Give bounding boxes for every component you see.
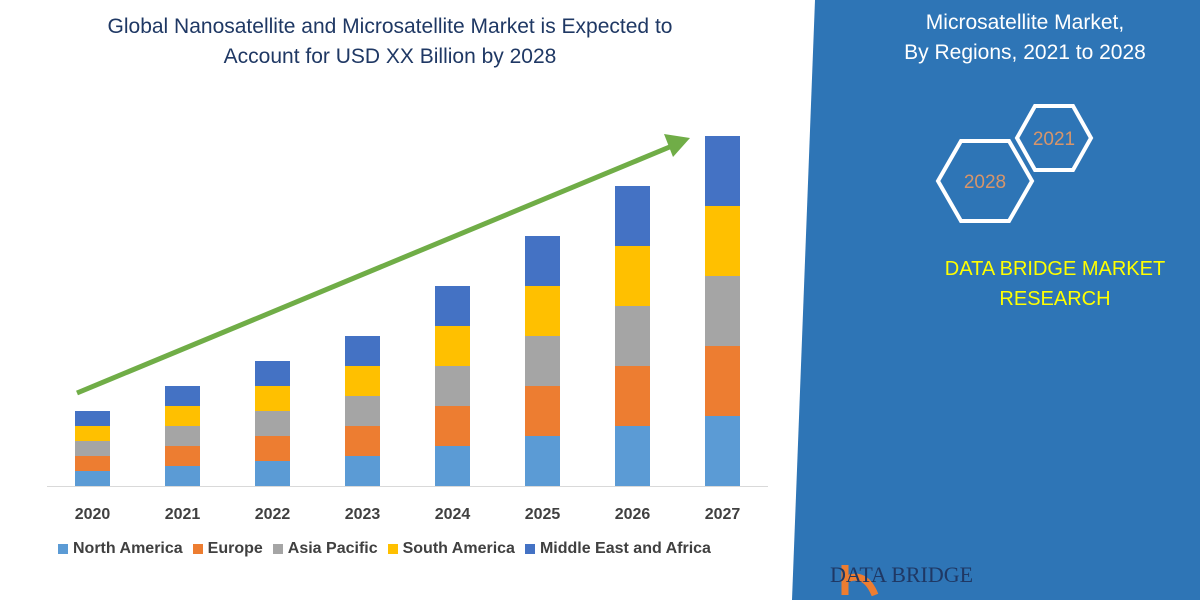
- legend-label: North America: [73, 540, 183, 557]
- bar-segment-2026-3: [615, 246, 650, 306]
- bar-segment-2026-1: [615, 366, 650, 426]
- legend-swatch: [387, 544, 398, 554]
- x-tick-label: 2023: [345, 506, 381, 523]
- bar-segment-2020-2: [75, 441, 110, 456]
- bar-segment-2022-0: [255, 461, 290, 486]
- legend-item: Europe: [192, 540, 263, 558]
- legend-label: Middle East and Africa: [539, 540, 711, 557]
- x-tick-label: 2021: [165, 506, 201, 523]
- stacked-bar-chart: 2020 2021 2022 2023 2024 2025 2026 2027: [47, 134, 768, 523]
- bar-segment-2024-1: [435, 406, 470, 446]
- bar-segment-2021-1: [165, 446, 200, 466]
- bar-segment-2021-0: [165, 466, 200, 486]
- legend-swatch: [192, 544, 203, 554]
- bar-segment-2026-2: [615, 306, 650, 366]
- chart-title: Global Nanosatellite and Microsatellite …: [40, 12, 740, 72]
- hex-label-2028: 2028: [964, 172, 1006, 193]
- panel-title: Microsatellite Market, By Regions, 2021 …: [850, 8, 1200, 68]
- bar-segment-2024-0: [435, 446, 470, 486]
- bar-segment-2022-3: [255, 386, 290, 411]
- bar-segment-2020-3: [75, 426, 110, 441]
- x-tick-label: 2024: [435, 506, 471, 523]
- bar-segment-2025-0: [525, 436, 560, 486]
- logo-icon: [841, 565, 879, 597]
- brand-line-2: RESEARCH: [999, 288, 1111, 310]
- legend-item: South America: [387, 540, 515, 558]
- hexagon-2028: 2028: [935, 139, 1035, 223]
- brand-text: DATA BRIDGE MARKET RESEARCH: [905, 254, 1200, 314]
- legend-label: Asia Pacific: [287, 540, 378, 557]
- bar-segment-2020-1: [75, 456, 110, 471]
- bar-segment-2027-4: [705, 136, 740, 206]
- hex-label-2021: 2021: [1033, 129, 1075, 150]
- bar-segment-2021-2: [165, 426, 200, 446]
- legend-item: Asia Pacific: [272, 540, 378, 558]
- legend-swatch: [272, 544, 283, 554]
- bar-segment-2023-0: [345, 456, 380, 486]
- bar-segment-2025-4: [525, 236, 560, 286]
- bar-segment-2021-4: [165, 386, 200, 406]
- legend-item: Middle East and Africa: [524, 540, 711, 558]
- brand-line-1: DATA BRIDGE MARKET: [944, 258, 1166, 280]
- legend-label: South America: [402, 540, 515, 557]
- title-line-2: Account for USD XX Billion by 2028: [223, 45, 557, 68]
- bar-segment-2027-3: [705, 206, 740, 276]
- hexagon-2021: 2021: [1014, 104, 1094, 172]
- title-line-1: Global Nanosatellite and Microsatellite …: [107, 15, 673, 38]
- panel-title-line-2: By Regions, 2021 to 2028: [904, 41, 1146, 64]
- logo-text: DATA BRIDGE: [830, 562, 974, 587]
- x-tick-label: 2026: [615, 506, 651, 523]
- bar-segment-2024-4: [435, 286, 470, 326]
- bar-segment-2023-1: [345, 426, 380, 456]
- bar-segment-2025-2: [525, 336, 560, 386]
- x-tick-label: 2025: [525, 506, 561, 523]
- bar-segment-2027-1: [705, 346, 740, 416]
- bar-segment-2024-2: [435, 366, 470, 406]
- legend-swatch: [58, 544, 68, 554]
- bar-segment-2024-3: [435, 326, 470, 366]
- legend-label: Europe: [207, 540, 263, 557]
- x-tick-label: 2020: [75, 506, 111, 523]
- bar-segment-2025-3: [525, 286, 560, 336]
- bar-segment-2022-4: [255, 361, 290, 386]
- bar-segment-2025-1: [525, 386, 560, 436]
- bar-segment-2023-3: [345, 366, 380, 396]
- panel-title-line-1: Microsatellite Market,: [925, 11, 1125, 34]
- legend-item: North America: [58, 540, 183, 558]
- x-tick-label: 2027: [705, 506, 741, 523]
- bar-segment-2022-1: [255, 436, 290, 461]
- bar-segment-2020-0: [75, 471, 110, 486]
- bar-segment-2026-0: [615, 426, 650, 486]
- bar-segment-2020-4: [75, 411, 110, 426]
- arrow-head-icon: [664, 134, 690, 157]
- x-tick-label: 2022: [255, 506, 291, 523]
- bar-segment-2027-2: [705, 276, 740, 346]
- legend-swatch: [524, 544, 535, 554]
- trend-arrow: [76, 143, 673, 396]
- bar-segment-2027-0: [705, 416, 740, 486]
- bar-segment-2026-4: [615, 186, 650, 246]
- bar-segment-2023-2: [345, 396, 380, 426]
- bar-segment-2021-3: [165, 406, 200, 426]
- legend: North America Europe Asia Pacific South Ame…: [58, 540, 711, 558]
- bar-segment-2022-2: [255, 411, 290, 436]
- bar-segment-2023-4: [345, 336, 380, 366]
